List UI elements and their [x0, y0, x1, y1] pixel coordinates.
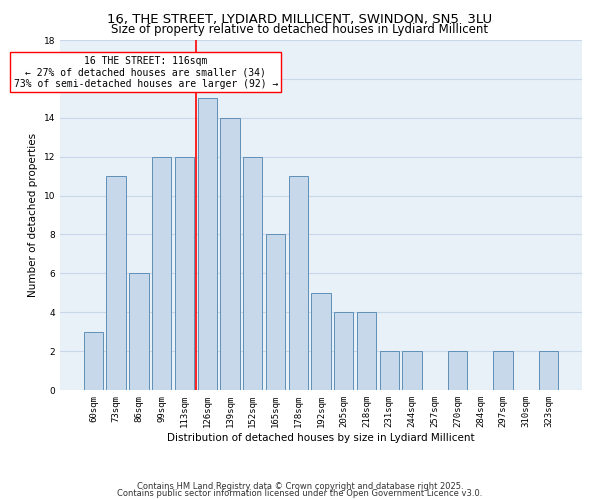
- Bar: [289, 176, 308, 390]
- Bar: [129, 274, 149, 390]
- Text: Contains HM Land Registry data © Crown copyright and database right 2025.: Contains HM Land Registry data © Crown c…: [137, 482, 463, 491]
- Bar: [197, 98, 217, 390]
- Bar: [152, 156, 172, 390]
- Bar: [403, 351, 422, 390]
- Bar: [266, 234, 285, 390]
- Y-axis label: Number of detached properties: Number of detached properties: [28, 133, 38, 297]
- Text: 16 THE STREET: 116sqm
← 27% of detached houses are smaller (34)
73% of semi-deta: 16 THE STREET: 116sqm ← 27% of detached …: [14, 56, 278, 89]
- Bar: [175, 156, 194, 390]
- Bar: [84, 332, 103, 390]
- Bar: [539, 351, 558, 390]
- Text: Contains public sector information licensed under the Open Government Licence v3: Contains public sector information licen…: [118, 490, 482, 498]
- Bar: [493, 351, 513, 390]
- Bar: [243, 156, 262, 390]
- Bar: [220, 118, 239, 390]
- Text: Size of property relative to detached houses in Lydiard Millicent: Size of property relative to detached ho…: [112, 22, 488, 36]
- X-axis label: Distribution of detached houses by size in Lydiard Millicent: Distribution of detached houses by size …: [167, 432, 475, 442]
- Bar: [448, 351, 467, 390]
- Bar: [334, 312, 353, 390]
- Bar: [380, 351, 399, 390]
- Bar: [106, 176, 126, 390]
- Text: 16, THE STREET, LYDIARD MILLICENT, SWINDON, SN5  3LU: 16, THE STREET, LYDIARD MILLICENT, SWIND…: [107, 12, 493, 26]
- Bar: [357, 312, 376, 390]
- Bar: [311, 293, 331, 390]
